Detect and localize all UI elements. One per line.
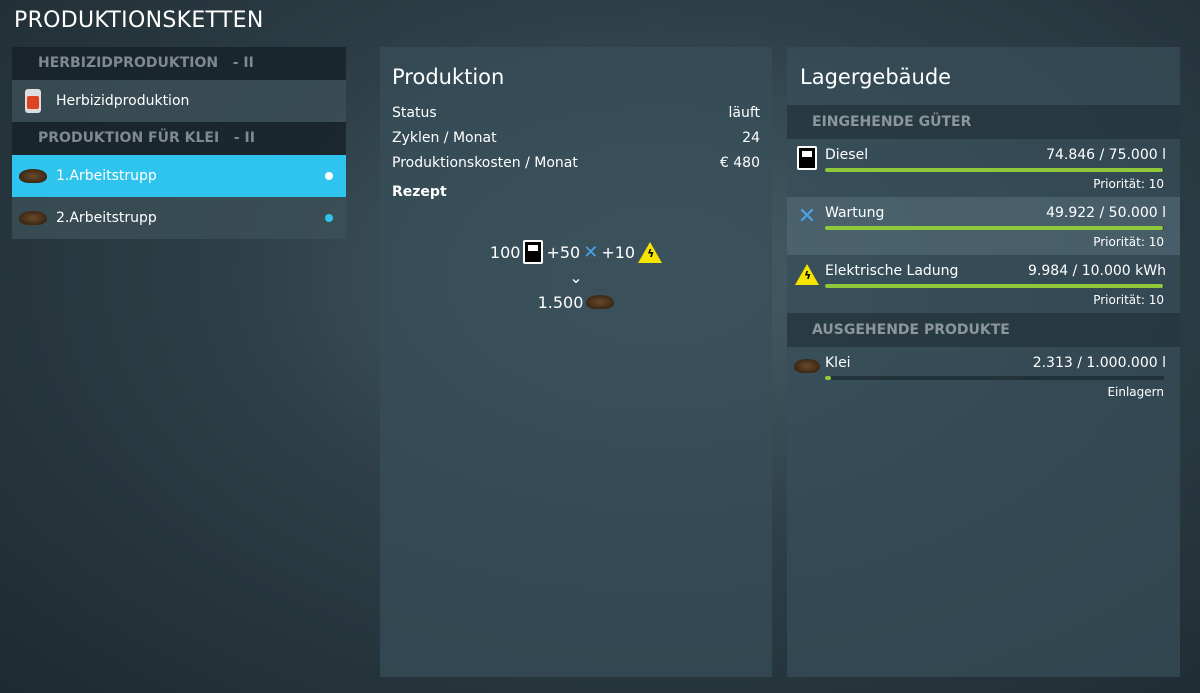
electricity-warning-icon: ϟ bbox=[794, 261, 820, 287]
electricity-warning-icon: ϟ bbox=[638, 241, 663, 263]
bran-pile-icon bbox=[18, 203, 48, 233]
status-dot bbox=[325, 172, 333, 180]
group-header-herbicide: HERBIZIDPRODUKTION - II bbox=[12, 47, 346, 80]
group-header-klei: PRODUKTION FÜR KLEI - II bbox=[12, 122, 346, 155]
fuel-pump-icon bbox=[794, 145, 820, 171]
production-panel: Produktion Status läuft Zyklen / Monat 24 … bbox=[380, 47, 772, 677]
chevron-down-icon: ⌄ bbox=[569, 267, 583, 287]
storage-panel: Lagergebäude EINGEHENDE GÜTER Diesel 74.8… bbox=[787, 47, 1180, 677]
storage-item-elektrische-ladung[interactable]: ϟ Elektrische Ladung 9.984 / 10.000 kWh P… bbox=[787, 255, 1180, 313]
incoming-header: EINGEHENDE GÜTER bbox=[787, 105, 1180, 139]
panel-title: Lagergebäude bbox=[800, 65, 952, 89]
fill-bar bbox=[825, 376, 1164, 380]
wrench-screwdriver-icon: ✕ bbox=[583, 241, 599, 263]
cycles-row: Zyklen / Monat 24 bbox=[392, 130, 760, 146]
list-item-arbeitstrupp-1[interactable]: 1.Arbeitstrupp bbox=[12, 155, 346, 197]
costs-row: Produktionskosten / Monat € 480 bbox=[392, 155, 760, 171]
fill-level bbox=[825, 284, 1164, 288]
storage-item-klei[interactable]: Klei 2.313 / 1.000.000 l Einlagern bbox=[787, 347, 1180, 405]
list-item-herbizidproduktion[interactable]: Herbizidproduktion bbox=[12, 80, 346, 122]
bran-pile-icon bbox=[18, 161, 48, 191]
bran-pile-icon bbox=[794, 353, 820, 379]
list-item-arbeitstrupp-2[interactable]: 2.Arbeitstrupp bbox=[12, 197, 346, 239]
status-dot bbox=[325, 214, 333, 222]
fill-level bbox=[825, 168, 1164, 172]
storage-item-diesel[interactable]: Diesel 74.846 / 75.000 l Priorität: 10 bbox=[787, 139, 1180, 197]
fill-level bbox=[825, 226, 1164, 230]
storage-item-wartung[interactable]: ✕ Wartung 49.922 / 50.000 l Priorität: 10 bbox=[787, 197, 1180, 255]
recipe-label: Rezept bbox=[392, 184, 447, 200]
wrench-screwdriver-icon: ✕ bbox=[797, 203, 817, 229]
fill-level bbox=[825, 376, 831, 380]
fuel-pump-icon bbox=[523, 240, 544, 264]
outgoing-header: AUSGEHENDE PRODUKTE bbox=[787, 313, 1180, 347]
bran-pile-icon bbox=[586, 295, 615, 309]
fill-bar bbox=[825, 226, 1164, 230]
fill-bar bbox=[825, 284, 1164, 288]
panel-title: Produktion bbox=[392, 65, 505, 89]
status-row: Status läuft bbox=[392, 105, 760, 121]
herbicide-can-icon bbox=[18, 86, 48, 116]
fill-bar bbox=[825, 168, 1164, 172]
production-chain-list: HERBIZIDPRODUKTION - II Herbizidprodukti… bbox=[12, 47, 346, 239]
page-title: PRODUKTIONSKETTEN bbox=[14, 8, 264, 33]
recipe: 100 +50 ✕ +10 ϟ ⌄ 1.500 bbox=[392, 238, 760, 316]
